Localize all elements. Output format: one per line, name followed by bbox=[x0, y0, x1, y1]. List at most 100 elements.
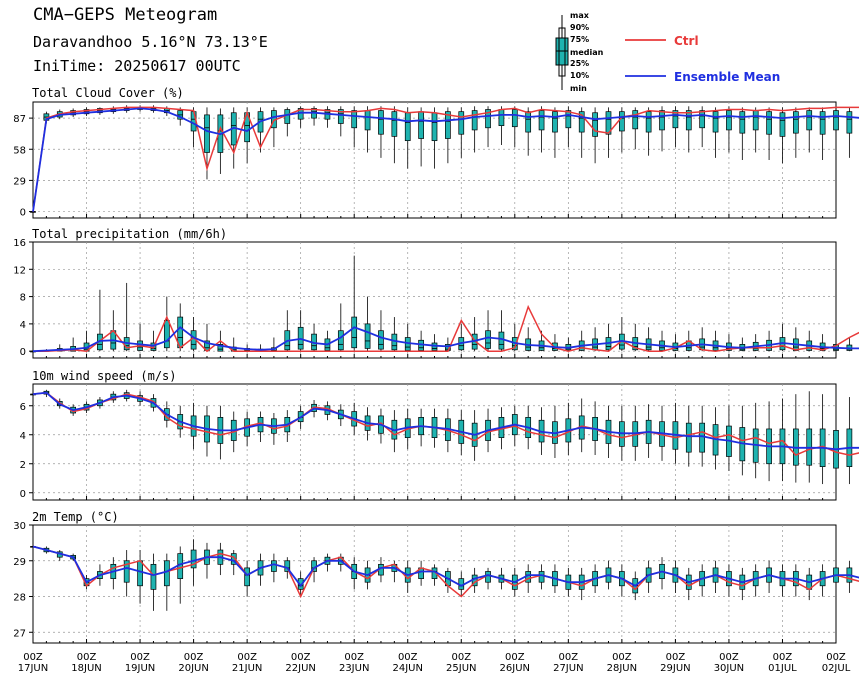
x-tick-label-time: 00Z bbox=[291, 652, 311, 663]
x-tick-label-time: 00Z bbox=[77, 652, 97, 663]
y-tick-label: 28 bbox=[13, 593, 26, 604]
x-tick-label-time: 00Z bbox=[398, 652, 418, 663]
box-iqr bbox=[364, 110, 371, 131]
x-tick-label-time: 00Z bbox=[505, 652, 525, 663]
x-tick-label-time: 00Z bbox=[451, 652, 471, 663]
ensemble-mean-line bbox=[32, 545, 859, 588]
box-iqr bbox=[217, 344, 224, 352]
x-tick-label-time: 00Z bbox=[612, 652, 632, 663]
legend-box-label: median bbox=[570, 48, 604, 57]
x-tick-label-date: 21JUN bbox=[232, 663, 262, 674]
x-tick-label-date: 26JUN bbox=[500, 663, 530, 674]
x-tick-label-date: 22JUN bbox=[285, 663, 315, 674]
box-iqr bbox=[337, 330, 344, 351]
box-iqr bbox=[244, 567, 250, 587]
y-tick-label: 29 bbox=[13, 557, 26, 568]
box-iqr bbox=[538, 571, 545, 583]
box-iqr bbox=[819, 111, 826, 135]
box-iqr bbox=[752, 110, 759, 131]
x-tick-label-time: 00Z bbox=[559, 652, 579, 663]
panel-title: Total Cloud Cover (%) bbox=[32, 86, 184, 100]
box-iqr bbox=[378, 330, 384, 350]
legend-box-label: 25% bbox=[570, 59, 589, 68]
initime-label: IniTime: 20250617 00UTC bbox=[33, 57, 241, 75]
x-tick-label-time: 00Z bbox=[130, 652, 150, 663]
y-tick-label: 6 bbox=[20, 402, 26, 413]
box-iqr bbox=[391, 111, 398, 137]
box-iqr bbox=[766, 111, 772, 135]
panel-title: 10m wind speed (m/s) bbox=[32, 369, 177, 383]
legend-ctrl-label: Ctrl bbox=[674, 34, 699, 48]
y-tick-label: 58 bbox=[13, 145, 26, 156]
legend-box-label: min bbox=[570, 84, 587, 93]
ctrl-line bbox=[32, 106, 859, 212]
box-iqr bbox=[204, 114, 210, 153]
y-tick-label: 4 bbox=[20, 431, 26, 442]
box-iqr bbox=[163, 320, 170, 349]
box-iqr bbox=[190, 549, 197, 569]
legend-mean-label: Ensemble Mean bbox=[674, 70, 780, 84]
box-iqr bbox=[685, 422, 692, 453]
y-tick-label: 2 bbox=[20, 460, 26, 471]
box-iqr bbox=[538, 110, 545, 131]
box-iqr bbox=[672, 110, 679, 129]
x-tick-label-date: 19JUN bbox=[125, 663, 155, 674]
box-iqr bbox=[552, 111, 558, 133]
x-tick-label-date: 23JUN bbox=[339, 663, 369, 674]
box-iqr bbox=[458, 111, 465, 135]
box-iqr bbox=[297, 578, 304, 590]
box-iqr bbox=[498, 109, 505, 126]
box-iqr bbox=[431, 112, 438, 142]
box-iqr bbox=[163, 560, 170, 587]
box-iqr bbox=[418, 111, 424, 139]
y-tick-label: 0 bbox=[20, 208, 26, 219]
y-tick-label: 30 bbox=[13, 521, 26, 532]
box-iqr bbox=[137, 560, 143, 587]
y-tick-label: 0 bbox=[20, 347, 26, 358]
legend-box-decile bbox=[558, 27, 566, 77]
box-iqr bbox=[337, 109, 344, 124]
x-tick-label-date: 24JUN bbox=[392, 663, 422, 674]
legend-box-label: 10% bbox=[570, 71, 589, 80]
x-tick-label-time: 00Z bbox=[237, 652, 257, 663]
x-tick-label-date: 25JUN bbox=[446, 663, 476, 674]
box-iqr bbox=[351, 316, 358, 349]
x-tick-label-date: 29JUN bbox=[660, 663, 690, 674]
box-iqr bbox=[485, 330, 491, 349]
box-iqr bbox=[699, 110, 706, 129]
box-iqr bbox=[485, 109, 491, 129]
box-iqr bbox=[471, 110, 478, 131]
box-iqr bbox=[833, 110, 839, 131]
meteogram-header: CMA−GEPS Meteogram Daravandhoo 5.16°N 73… bbox=[0, 0, 859, 100]
y-tick-label: 29 bbox=[13, 176, 26, 187]
y-tick-label: 87 bbox=[13, 114, 26, 125]
box-iqr bbox=[632, 110, 639, 130]
x-tick-label-date: 30JUN bbox=[714, 663, 744, 674]
x-tick-label-time: 00Z bbox=[184, 652, 204, 663]
box-iqr bbox=[431, 342, 438, 351]
x-tick-label-date: 28JUN bbox=[607, 663, 637, 674]
x-tick-label-date: 18JUN bbox=[71, 663, 101, 674]
box-iqr bbox=[404, 112, 411, 142]
box-iqr bbox=[230, 553, 237, 565]
box-iqr bbox=[699, 422, 706, 453]
box-iqr bbox=[619, 111, 625, 132]
box-iqr bbox=[792, 111, 799, 134]
x-tick-label-date: 20JUN bbox=[178, 663, 208, 674]
box-iqr bbox=[511, 109, 518, 128]
box-iqr bbox=[271, 560, 277, 572]
box-iqr bbox=[284, 109, 291, 124]
ensemble-mean-line bbox=[32, 391, 859, 451]
box-iqr bbox=[284, 560, 291, 572]
legend-box-label: 90% bbox=[570, 23, 589, 32]
x-tick-label-date: 02JUL bbox=[822, 663, 851, 674]
y-tick-label: 27 bbox=[13, 628, 26, 639]
box-iqr bbox=[498, 331, 505, 350]
legend-box-label: 75% bbox=[570, 35, 589, 44]
ensemble-mean-line bbox=[32, 107, 859, 212]
x-tick-label-time: 00Z bbox=[826, 652, 846, 663]
y-tick-label: 4 bbox=[20, 320, 26, 331]
box-iqr bbox=[605, 111, 612, 135]
box-iqr bbox=[739, 111, 746, 134]
